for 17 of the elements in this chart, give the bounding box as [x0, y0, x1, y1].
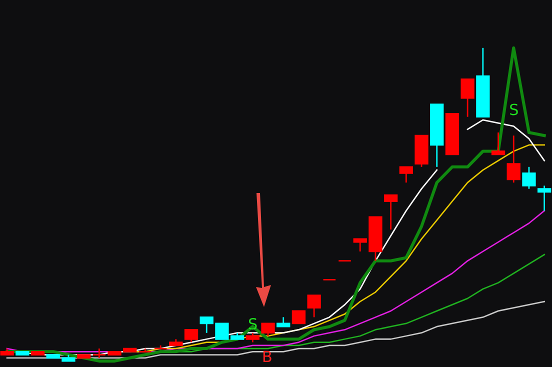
- annotation: B: [263, 350, 272, 362]
- candlestick: [307, 294, 321, 318]
- candlestick: [491, 132, 506, 156]
- candlestick: [460, 78, 474, 118]
- candlestick: [506, 134, 520, 184]
- candlestick: [92, 348, 106, 359]
- candlestick: [399, 166, 414, 184]
- candlestick: [522, 166, 536, 190]
- candlestick: [246, 332, 260, 343]
- candlestick: [184, 329, 198, 343]
- candlestick: [537, 184, 552, 212]
- annotation: S: [510, 104, 518, 116]
- candlestick: [292, 310, 306, 324]
- annotation: S: [248, 318, 257, 330]
- candlestick: [261, 322, 275, 337]
- candlestick: [276, 316, 290, 328]
- candlestick: [384, 194, 398, 230]
